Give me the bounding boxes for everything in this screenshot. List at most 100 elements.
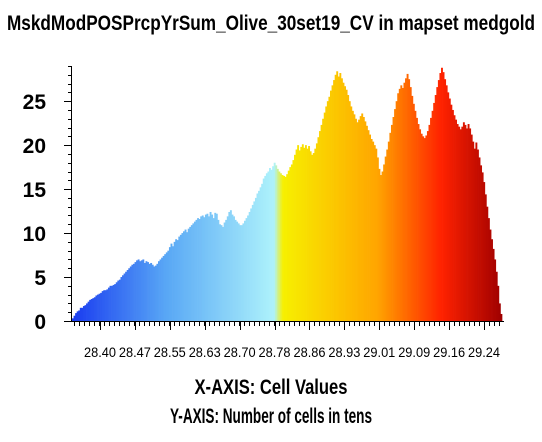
- histogram-bar: [467, 124, 470, 321]
- histogram-bar: [265, 173, 268, 321]
- histogram-bar: [319, 131, 321, 321]
- histogram-bar: [339, 73, 342, 321]
- histogram-bar: [273, 162, 276, 321]
- histogram-bar: [331, 85, 334, 321]
- histogram-bar: [373, 145, 376, 321]
- histogram-bar: [473, 148, 476, 321]
- histogram-bar: [237, 223, 240, 321]
- histogram-bar: [378, 168, 381, 321]
- histogram-bar: [428, 124, 431, 321]
- histogram-bar: [328, 96, 331, 321]
- histogram-bar: [158, 261, 160, 321]
- histogram-bar: [344, 86, 346, 321]
- histogram-bar: [403, 82, 406, 322]
- x-tick-label: 29.24: [468, 344, 500, 360]
- histogram-bar: [430, 117, 432, 321]
- histogram-bar: [143, 262, 146, 321]
- histogram-bar: [212, 218, 215, 321]
- histogram-bar: [234, 219, 237, 321]
- histogram-bar: [336, 71, 339, 321]
- histogram-bar: [270, 169, 273, 321]
- histogram-bar: [278, 171, 281, 321]
- histogram-bar: [175, 239, 178, 321]
- histogram-bar: [442, 72, 445, 321]
- histogram-bar: [81, 307, 84, 321]
- histogram-bar: [295, 149, 298, 321]
- histogram-bar: [312, 153, 315, 321]
- histogram-bar: [226, 216, 229, 321]
- histogram-bar: [495, 271, 498, 321]
- histogram-bar: [326, 101, 329, 321]
- histogram-bar: [251, 204, 254, 321]
- histogram-bar: [458, 126, 461, 321]
- histogram-bar: [417, 124, 420, 321]
- histogram-bar: [153, 266, 156, 321]
- histogram-bar: [139, 261, 142, 321]
- histogram-bar: [297, 145, 300, 321]
- histogram-bar: [154, 265, 157, 321]
- x-tick-label: 28.86: [294, 344, 326, 360]
- histogram-bar: [261, 183, 264, 321]
- axes-group: [64, 66, 504, 330]
- histogram-bar: [167, 250, 170, 321]
- histogram-bar: [211, 214, 214, 321]
- histogram-bar: [459, 129, 462, 321]
- histogram-bar: [100, 292, 103, 321]
- histogram-bar: [475, 142, 478, 321]
- histogram-bar: [416, 117, 418, 321]
- histogram-bar: [72, 318, 74, 321]
- x-tick-label: 29.09: [398, 344, 430, 360]
- histogram-bar: [172, 246, 174, 321]
- histogram-bar: [447, 92, 450, 321]
- x-tick-label: 28.47: [119, 344, 151, 360]
- histogram-bar: [453, 115, 456, 322]
- x-tick-label: 29.16: [433, 344, 465, 360]
- histogram-bar: [308, 146, 311, 321]
- histogram-bar: [82, 306, 85, 321]
- histogram-bar: [301, 144, 304, 321]
- histogram-bar: [461, 126, 464, 321]
- histogram-bar: [120, 277, 123, 321]
- histogram-bar: [140, 260, 143, 321]
- histogram-bar: [104, 290, 107, 321]
- histogram-bar: [437, 80, 440, 321]
- histogram-bar: [198, 219, 201, 321]
- histogram-bar: [434, 95, 437, 322]
- histogram-bar: [365, 125, 368, 321]
- histogram-bar: [359, 116, 362, 322]
- histogram-bar: [445, 85, 448, 321]
- histogram-bar: [217, 219, 220, 321]
- histogram-bar: [330, 90, 332, 322]
- histogram-bar: [323, 112, 326, 321]
- y-tick-label: 5: [34, 267, 46, 290]
- histogram-bar: [186, 232, 189, 321]
- histogram-bar: [487, 218, 490, 321]
- histogram-bar: [494, 259, 497, 321]
- histogram-bar: [370, 138, 373, 321]
- histogram-bar: [114, 284, 117, 321]
- histogram-bar: [401, 87, 404, 321]
- histogram-bar: [456, 124, 459, 321]
- histogram-bar: [498, 303, 501, 321]
- histogram-bar: [412, 103, 415, 321]
- histogram-bar: [229, 210, 232, 321]
- histogram-bar: [409, 87, 412, 321]
- histogram-bar: [86, 303, 88, 321]
- histogram-bar: [356, 122, 359, 321]
- histogram-bar: [115, 282, 118, 321]
- histogram-bar: [225, 219, 228, 321]
- histogram-bar: [292, 160, 295, 321]
- histogram-bar: [162, 255, 165, 321]
- histogram-bar: [423, 138, 426, 321]
- histogram-bar: [425, 135, 428, 321]
- histogram-bar: [304, 145, 307, 321]
- histogram-bar: [231, 214, 234, 321]
- histogram-bar: [248, 211, 251, 321]
- histogram-bar: [450, 104, 453, 321]
- histogram-bar: [441, 67, 443, 321]
- histogram-bar: [192, 223, 195, 321]
- histogram-bar: [348, 101, 351, 321]
- histogram-bar: [355, 118, 357, 321]
- histogram-bar: [451, 109, 454, 321]
